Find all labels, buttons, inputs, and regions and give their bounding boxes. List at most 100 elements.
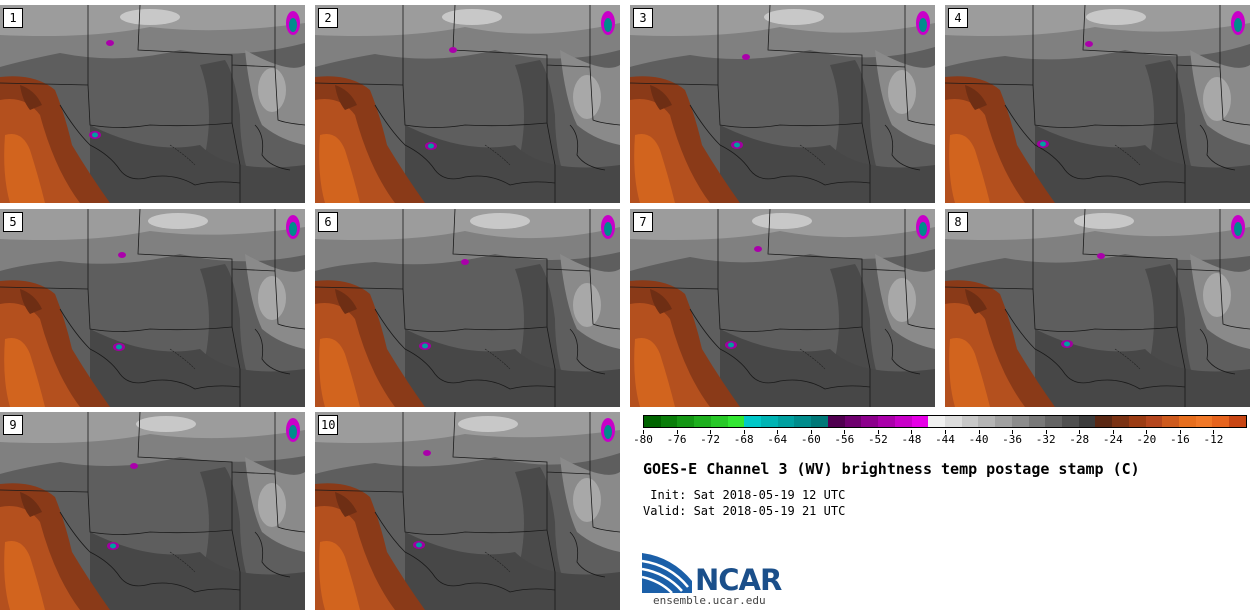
colorbar-tick-label: -64 <box>767 433 788 446</box>
colorbar-segment <box>660 416 678 427</box>
map-panel-5: 5 <box>0 209 305 407</box>
colorbar-segment <box>1179 416 1196 427</box>
colorbar-segment <box>1011 416 1029 427</box>
satellite-map-image <box>315 209 620 407</box>
colorbar-segment <box>961 416 979 427</box>
satellite-map-image <box>0 412 305 610</box>
colorbar-tick-label: -56 <box>834 433 855 446</box>
satellite-map-image <box>315 5 620 203</box>
satellite-map-image <box>945 209 1250 407</box>
colorbar-segment <box>911 416 929 427</box>
colorbar-segment <box>1128 416 1146 427</box>
colorbar-tick <box>844 430 846 434</box>
site-url: ensemble.ucar.edu <box>653 594 766 607</box>
panel-label: 4 <box>948 8 968 28</box>
panel-label: 1 <box>3 8 23 28</box>
colorbar-tick <box>1012 430 1014 434</box>
panel-label: 10 <box>318 415 339 435</box>
init-time: Init: Sat 2018-05-19 12 UTC <box>643 488 846 502</box>
colorbar-tick-label: -60 <box>800 433 821 446</box>
colorbar-tick <box>676 430 678 434</box>
figure-title: GOES-E Channel 3 (WV) brightness temp po… <box>643 460 1140 478</box>
colorbar-segment <box>1229 416 1246 427</box>
satellite-map-image <box>630 209 935 407</box>
map-panel-1: 1 <box>0 5 305 203</box>
panel-label: 9 <box>3 415 23 435</box>
colorbar-tick <box>911 430 913 434</box>
colorbar-segment <box>811 416 828 427</box>
colorbar-tick-label: -68 <box>733 433 754 446</box>
colorbar-segment <box>861 416 879 427</box>
satellite-map-image <box>315 412 620 610</box>
satellite-map-image <box>0 5 305 203</box>
colorbar-tick-label: -28 <box>1069 433 1090 446</box>
panel-label: 3 <box>633 8 653 28</box>
colorbar-segment <box>744 416 762 427</box>
panel-label: 8 <box>948 212 968 232</box>
colorbar-segment <box>710 416 728 427</box>
colorbar-segment <box>1078 416 1096 427</box>
panel-label: 6 <box>318 212 338 232</box>
map-panel-2: 2 <box>315 5 620 203</box>
map-panel-8: 8 <box>945 209 1250 407</box>
colorbar-segment <box>1145 416 1163 427</box>
colorbar-segment <box>878 416 895 427</box>
colorbar-segment <box>1112 416 1129 427</box>
satellite-map-image <box>945 5 1250 203</box>
colorbar-tick <box>945 430 946 434</box>
colorbar-segment <box>777 416 795 427</box>
colorbar-segment <box>827 416 845 427</box>
colorbar-segment <box>928 416 945 427</box>
colorbar-tick <box>743 430 745 434</box>
colorbar-segment <box>944 416 962 427</box>
colorbar-segment <box>694 416 711 427</box>
colorbar-segment <box>761 416 778 427</box>
panel-label: 7 <box>633 212 653 232</box>
ncar-logo-icon <box>642 553 692 593</box>
colorbar-tick-label: -40 <box>968 433 989 446</box>
colorbar-tick-label: -32 <box>1035 433 1056 446</box>
panel-label: 5 <box>3 212 23 232</box>
map-panel-10: 10 <box>315 412 620 610</box>
colorbar-tick-label: -52 <box>867 433 888 446</box>
colorbar-segment <box>844 416 862 427</box>
colorbar-tick <box>810 430 812 434</box>
colorbar-tick <box>1213 430 1215 434</box>
colorbar-tick-label: -76 <box>666 433 687 446</box>
colorbar-tick <box>710 430 712 434</box>
colorbar-segment <box>727 416 745 427</box>
map-panel-7: 7 <box>630 209 935 407</box>
colorbar-tick-label: -20 <box>1136 433 1157 446</box>
colorbar-segment <box>995 416 1012 427</box>
map-panel-6: 6 <box>315 209 620 407</box>
colorbar-tick <box>1045 430 1047 434</box>
colorbar-segment <box>1061 416 1079 427</box>
colorbar-tick-label: -36 <box>1002 433 1023 446</box>
colorbar-tick-label: -12 <box>1203 433 1224 446</box>
colorbar-segment <box>978 416 996 427</box>
colorbar-segment <box>1045 416 1062 427</box>
panel-label: 2 <box>318 8 338 28</box>
colorbar-ticks: -80 -76 -72 -68 -64 -60 -56 -52 -48 -44 -40 -36 -32-… <box>630 430 1260 450</box>
colorbar-segment <box>894 416 912 427</box>
colorbar-segment <box>644 416 661 427</box>
colorbar <box>643 415 1247 428</box>
colorbar-tick-label: -16 <box>1169 433 1190 446</box>
colorbar-tick <box>1146 430 1148 434</box>
satellite-map-image <box>630 5 935 203</box>
colorbar-segment <box>1195 416 1213 427</box>
colorbar-segment <box>1212 416 1230 427</box>
map-panel-9: 9 <box>0 412 305 610</box>
colorbar-tick <box>777 430 779 434</box>
map-panel-4: 4 <box>945 5 1250 203</box>
colorbar-segment <box>1028 416 1046 427</box>
colorbar-tick-label: -48 <box>901 433 922 446</box>
colorbar-tick <box>643 430 644 434</box>
colorbar-segment <box>677 416 695 427</box>
colorbar-tick <box>978 430 980 434</box>
colorbar-tick-label: -24 <box>1102 433 1123 446</box>
colorbar-tick-label: -80 <box>633 433 653 446</box>
colorbar-tick-label: -72 <box>700 433 721 446</box>
colorbar-segment <box>1095 416 1113 427</box>
colorbar-segment <box>794 416 812 427</box>
